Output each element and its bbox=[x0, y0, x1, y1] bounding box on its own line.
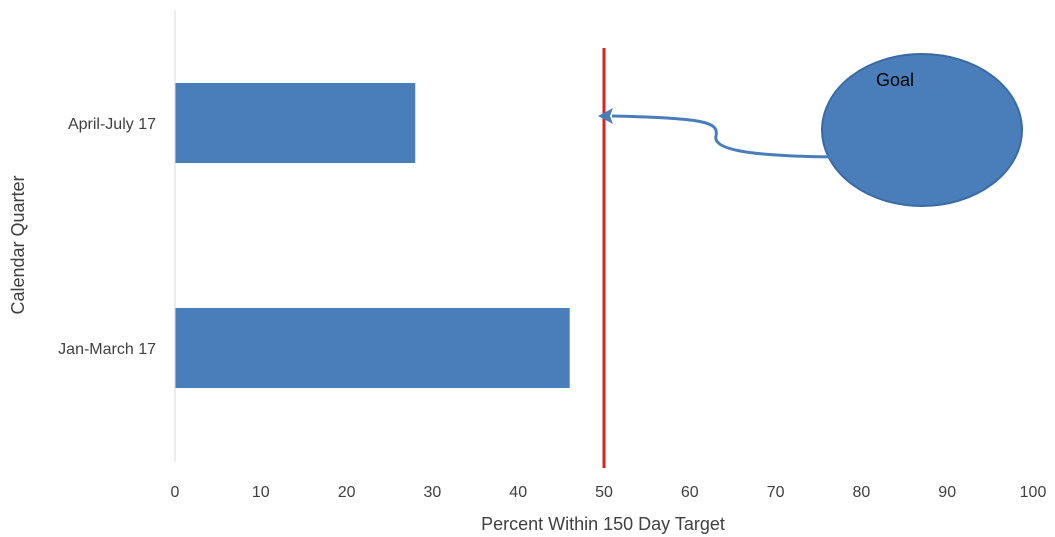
x-tick-label: 0 bbox=[171, 484, 180, 501]
goal-arrow bbox=[611, 114, 833, 159]
bars-layer bbox=[175, 83, 570, 388]
x-tick-label: 70 bbox=[767, 484, 785, 501]
x-tick-label: 20 bbox=[338, 484, 356, 501]
x-tick-label: 80 bbox=[853, 484, 871, 501]
y-axis-title: Calendar Quarter bbox=[8, 175, 28, 314]
x-tick-label: 40 bbox=[509, 484, 527, 501]
bar-april-july-17 bbox=[175, 83, 416, 163]
x-tick-labels: 0 10 20 30 40 50 60 70 80 90 100 bbox=[171, 484, 1047, 501]
x-tick-label: 60 bbox=[681, 484, 699, 501]
x-tick-label: 90 bbox=[938, 484, 956, 501]
category-labels: April-July 17 Jan-March 17 bbox=[58, 116, 156, 358]
goal-arrowhead bbox=[598, 108, 613, 124]
goal-callout-ellipse bbox=[821, 53, 1023, 207]
bar-jan-march-17 bbox=[175, 308, 570, 388]
goal-annotation: Goal bbox=[598, 53, 1023, 207]
category-label: April-July 17 bbox=[68, 116, 156, 133]
x-tick-label: 50 bbox=[595, 484, 613, 501]
x-tick-label: 10 bbox=[252, 484, 270, 501]
category-label: Jan-March 17 bbox=[58, 341, 156, 358]
x-tick-label: 30 bbox=[424, 484, 442, 501]
x-axis-title: Percent Within 150 Day Target bbox=[481, 514, 725, 534]
goal-annotation-text: Goal bbox=[876, 70, 914, 90]
x-tick-label: 100 bbox=[1020, 484, 1047, 501]
